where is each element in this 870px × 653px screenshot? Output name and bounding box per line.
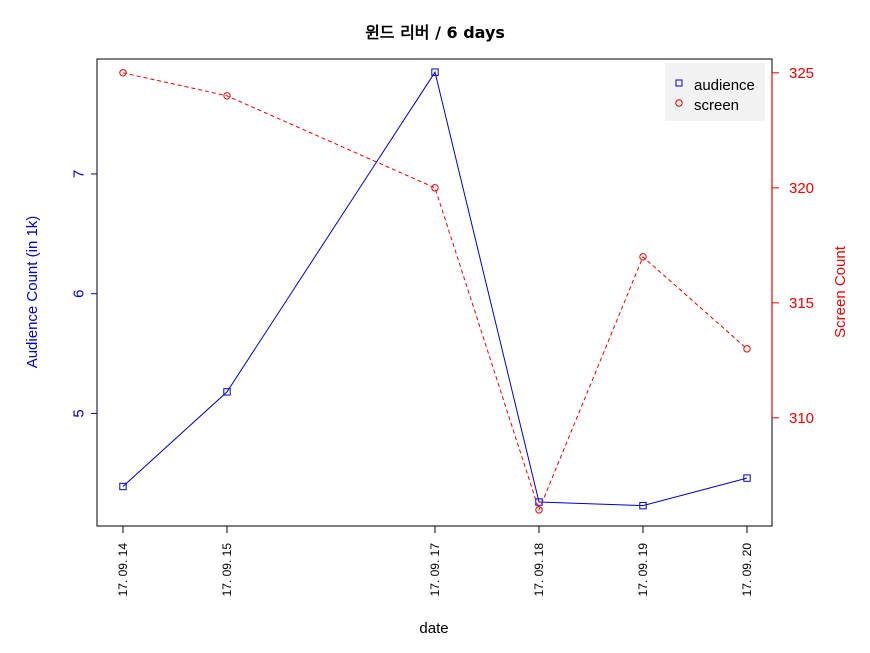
plot-area bbox=[96, 58, 773, 527]
point-audience bbox=[639, 501, 647, 510]
point-screen bbox=[743, 345, 751, 353]
point-audience bbox=[431, 68, 439, 76]
x-tick-label: 17. 09. 18 bbox=[532, 543, 546, 597]
point-screen bbox=[223, 92, 231, 100]
legend-screen-label: screen bbox=[694, 97, 739, 114]
point-screen bbox=[639, 253, 647, 261]
x-axis: 17. 09. 14 17. 09. 15 17. 09. 17 17. 09. 18… bbox=[116, 526, 754, 596]
y-right-tick-label: 325 bbox=[789, 65, 814, 82]
series-line-audience bbox=[122, 70, 748, 507]
legend-box bbox=[665, 63, 765, 121]
point-audience bbox=[119, 482, 127, 491]
y-left-tick-label: 5 bbox=[71, 409, 88, 417]
y-right-tick-label: 320 bbox=[789, 180, 814, 197]
x-tick-label: 17. 09. 17 bbox=[428, 543, 442, 597]
y-left-tick-label: 6 bbox=[71, 290, 88, 298]
series-line-screen bbox=[122, 72, 748, 512]
y-axis-right: 310 315 320 325 bbox=[771, 65, 814, 427]
legend-audience-marker bbox=[675, 79, 683, 87]
series-layer bbox=[119, 68, 751, 514]
y-axis-left: 5 6 7 bbox=[71, 170, 97, 418]
point-audience bbox=[223, 388, 231, 396]
x-tick-label: 17. 09. 14 bbox=[116, 543, 130, 597]
legend-audience-label: audience bbox=[694, 77, 755, 94]
point-screen bbox=[119, 69, 127, 77]
x-tick-label: 17. 09. 19 bbox=[636, 543, 650, 597]
y-right-tick-label: 315 bbox=[789, 295, 814, 312]
legend: audience screen bbox=[665, 63, 765, 121]
chart-title: 윈드 리버 / 6 days bbox=[365, 23, 505, 42]
y-axis-right-label: Screen Count bbox=[832, 245, 849, 338]
y-axis-left-label: Audience Count (in 1k) bbox=[24, 216, 41, 369]
legend-screen-marker bbox=[675, 99, 683, 107]
point-screen bbox=[431, 184, 439, 192]
y-right-tick-label: 310 bbox=[789, 410, 814, 427]
x-axis-label: date bbox=[419, 620, 448, 637]
x-tick-label: 17. 09. 15 bbox=[220, 543, 234, 597]
point-screen bbox=[535, 506, 543, 514]
point-audience bbox=[743, 474, 751, 482]
y-left-tick-label: 7 bbox=[71, 170, 88, 178]
x-tick-label: 17. 09. 20 bbox=[740, 543, 754, 597]
